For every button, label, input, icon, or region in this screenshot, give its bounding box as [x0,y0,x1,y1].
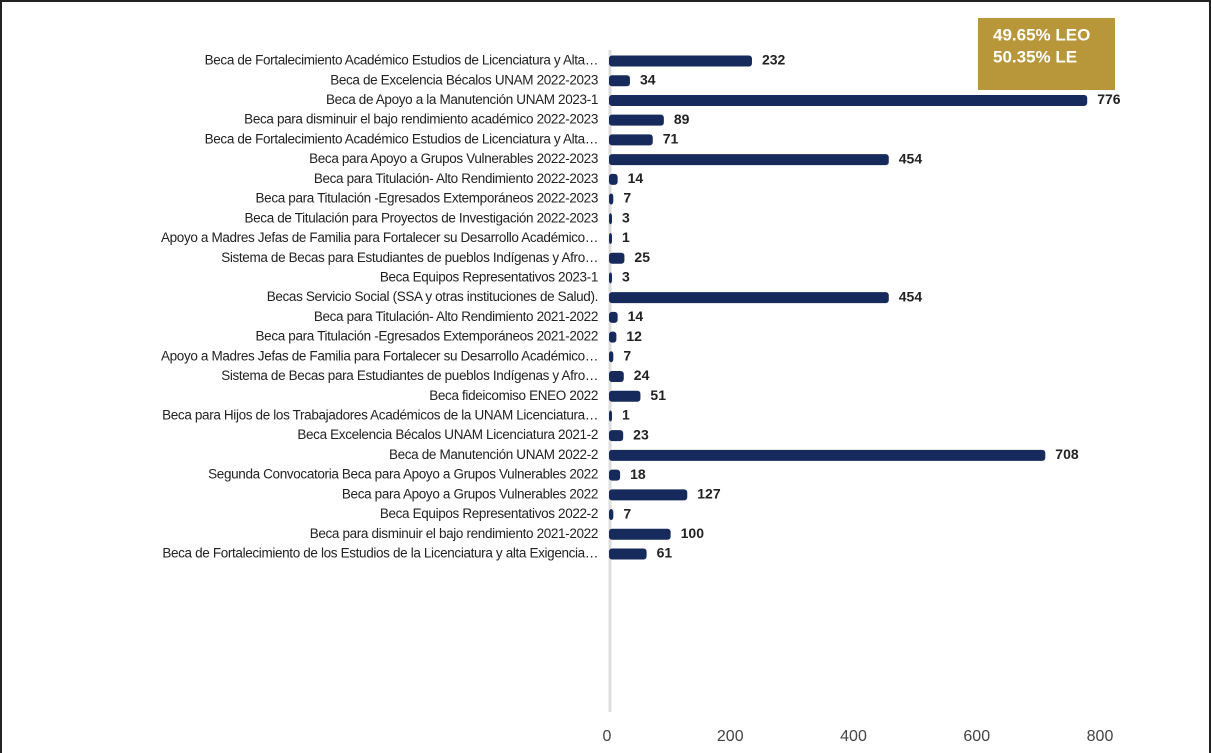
y-tick-label: Beca para Apoyo a Grupos Vulnerables 202… [309,151,598,166]
value-label: 100 [681,525,705,541]
y-tick-label: Beca de Fortalecimiento Académico Estudi… [205,53,598,68]
y-tick-label: Beca de Fortalecimiento Académico Estudi… [205,131,598,146]
annotation: 49.65% LEO [993,25,1090,44]
value-label: 7 [623,190,631,206]
bar [609,292,889,304]
value-label: 232 [762,52,786,68]
bar [609,331,617,343]
bar [609,449,1046,461]
value-label: 127 [697,486,721,502]
bar [609,390,641,402]
annotation: 50.35% LE [993,47,1077,66]
bar [609,94,1088,106]
x-tick-label: 200 [717,728,744,745]
value-label: 3 [622,209,630,225]
x-tick-label: 400 [840,728,867,745]
y-tick-label: Segunda Convocatoria Beca para Apoyo a G… [208,467,598,482]
bar [609,410,612,422]
value-label: 61 [657,545,673,561]
value-label: 23 [633,426,649,442]
value-label: 71 [663,131,679,147]
value-label: 14 [628,170,644,186]
value-label: 34 [640,71,656,87]
bar [609,469,621,481]
y-tick-label: Beca para disminuir el bajo rendimiento … [310,526,598,541]
value-label: 7 [623,348,631,364]
x-tick-label: 0 [603,728,612,745]
value-label: 708 [1055,446,1079,462]
bar [609,311,618,323]
y-tick-label: Beca para Titulación- Alto Rendimiento 2… [314,309,598,324]
bar [609,272,612,284]
bar [609,213,612,225]
bar [609,75,630,87]
y-tick-label: Beca Equipos Representativos 2022-2 [380,506,598,521]
y-tick-label: Beca para Hijos de los Trabajadores Acad… [162,408,598,423]
y-tick-label: Beca de Excelencia Bécalos UNAM 2022-202… [330,72,598,87]
y-tick-label: Beca para Titulación- Alto Rendimiento 2… [314,171,598,186]
bar [609,193,614,205]
bar [609,489,688,501]
value-label: 776 [1097,91,1121,107]
bar [609,430,624,442]
value-label: 1 [622,407,630,423]
y-tick-label: Beca Equipos Representativos 2023-1 [380,269,598,284]
value-label: 7 [623,505,631,521]
bar [609,371,624,383]
y-tick-label: Beca para disminuir el bajo rendimiento … [244,112,598,127]
y-tick-label: Beca de Manutención UNAM 2022-2 [389,447,598,462]
value-label: 454 [899,150,923,166]
y-tick-label: Apoyo a Madres Jefas de Familia para For… [161,348,598,363]
bar [609,528,671,540]
y-tick-label: Becas Servicio Social (SSA y otras insti… [267,289,598,304]
value-label: 1 [622,229,630,245]
bar [609,232,612,244]
y-tick-label: Sistema de Becas para Estudiantes de pue… [221,250,598,265]
x-tick-label: 600 [963,728,990,745]
y-tick-label: Apoyo a Madres Jefas de Familia para For… [161,230,598,245]
value-label: 454 [899,288,923,304]
bar [609,154,889,166]
annotation-box [978,18,1115,90]
bar [609,173,618,185]
bar [609,351,614,363]
y-tick-label: Beca fideicomiso ENEO 2022 [429,388,598,403]
value-label: 89 [674,111,690,127]
value-label: 12 [626,328,642,344]
bar [609,509,614,521]
bar [609,252,625,264]
y-tick-label: Beca para Apoyo a Grupos Vulnerables 202… [342,486,598,501]
y-tick-label: Beca de Titulación para Proyectos de Inv… [245,210,599,225]
y-tick-label: Beca para Titulación -Egresados Extempor… [256,329,598,344]
value-label: 18 [630,466,646,482]
bar [609,55,752,67]
x-tick-label: 800 [1087,728,1114,745]
y-tick-label: Beca Excelencia Bécalos UNAM Licenciatur… [297,427,598,442]
value-label: 14 [628,308,644,324]
value-label: 51 [650,387,666,403]
y-tick-label: Beca de Apoyo a la Manutención UNAM 2023… [326,92,598,107]
y-tick-label: Beca de Fortalecimiento de los Estudios … [162,546,598,561]
value-label: 25 [634,249,650,265]
bar [609,548,647,560]
bar [609,134,653,146]
bar [609,114,664,126]
y-tick-label: Sistema de Becas para Estudiantes de pue… [221,368,598,383]
value-label: 3 [622,269,630,285]
y-tick-label: Beca para Titulación -Egresados Extempor… [256,191,598,206]
value-label: 24 [634,367,650,383]
